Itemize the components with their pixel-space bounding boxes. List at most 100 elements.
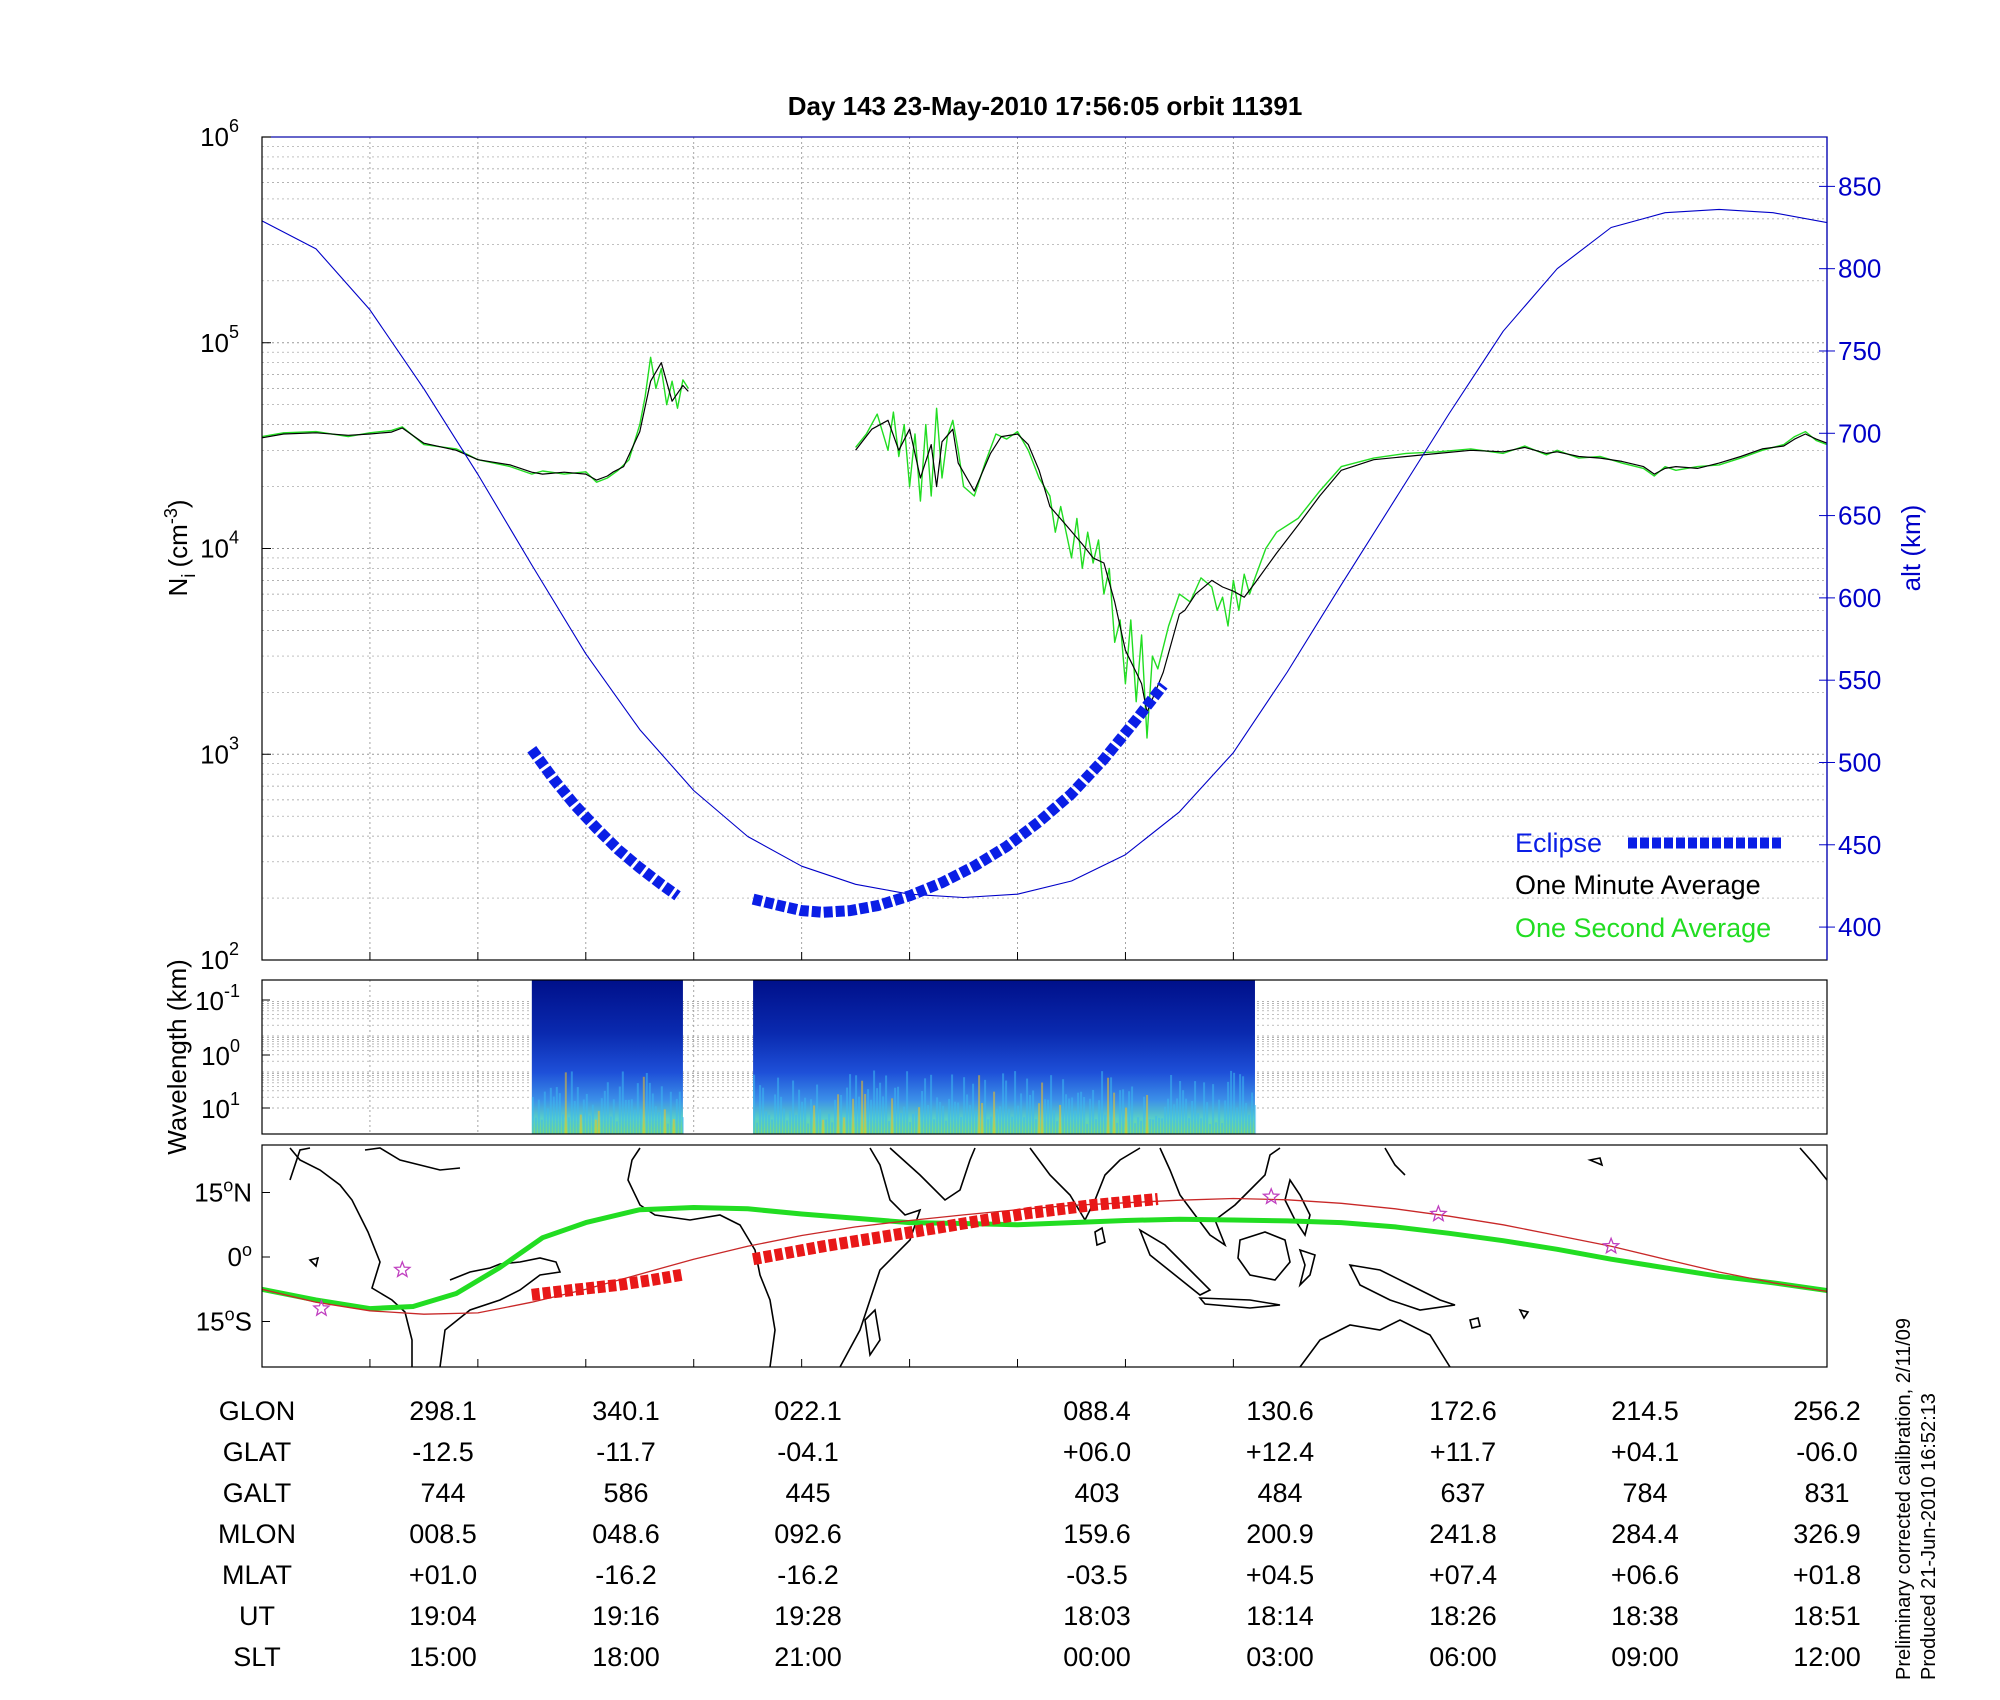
spectrogram-column	[1134, 1123, 1137, 1134]
legend-eclipse-label: Eclipse	[1515, 828, 1602, 858]
spectrogram-column	[888, 1121, 891, 1134]
legend: Eclipse One Minute Average One Second Av…	[1515, 828, 1782, 943]
spectrogram-column	[1005, 1080, 1008, 1134]
spectrogram-column	[648, 1082, 651, 1134]
spectrogram-column	[831, 1122, 834, 1134]
table-cell: +01.0	[409, 1560, 477, 1590]
table-cell: +04.5	[1246, 1560, 1314, 1590]
table-cell: +06.6	[1611, 1560, 1679, 1590]
spectrogram-column	[585, 1093, 588, 1134]
spectrogram-column	[672, 1119, 675, 1134]
spectrogram-column	[633, 1109, 636, 1134]
spectrogram-column	[981, 1102, 984, 1134]
alt-axis-label: alt (km)	[1896, 505, 1926, 592]
spectrogram-column	[1224, 1100, 1227, 1134]
spectrogram-column	[1155, 1115, 1158, 1134]
spectrogram-column	[1092, 1089, 1095, 1134]
wavelength-tick-exponent: 1	[230, 1089, 240, 1109]
spectrogram-column	[657, 1112, 660, 1134]
spectrogram-column	[870, 1099, 873, 1134]
spectrogram-column	[960, 1117, 963, 1134]
spectrogram-column	[675, 1098, 678, 1134]
ni-label-unit-close: )	[163, 499, 193, 508]
lat-tick-value: 15	[194, 1178, 223, 1208]
spectrogram-column	[933, 1119, 936, 1134]
alt-tick-label: 800	[1838, 254, 1881, 284]
table-cell: +11.7	[1430, 1437, 1496, 1467]
table-cell: +06.0	[1063, 1437, 1131, 1467]
ni-axis-label: Ni (cm-3)	[161, 499, 200, 596]
spectrogram-column	[1068, 1098, 1071, 1134]
india-coast	[1029, 1147, 1141, 1222]
southeast-asia-coast	[1159, 1147, 1281, 1248]
lat-tick-label: 15oS	[196, 1305, 252, 1337]
spectrogram-column	[1110, 1077, 1113, 1134]
table-cell: 18:00	[592, 1642, 660, 1672]
sri-lanka	[1094, 1226, 1106, 1247]
ni-tick-label: 103	[200, 733, 239, 769]
spectrogram-column	[945, 1120, 948, 1134]
ion-density-series	[262, 208, 1827, 918]
eclipse-track-segment	[531, 1268, 684, 1301]
ni-tick-exponent: 5	[229, 322, 239, 342]
spectrogram-column	[1128, 1091, 1131, 1134]
spectrogram-column	[639, 1109, 642, 1134]
spectrogram-column	[1167, 1098, 1170, 1134]
spectrogram-column	[846, 1087, 849, 1134]
ni-tick-exponent: 3	[229, 733, 239, 753]
spectrogram-column	[669, 1091, 672, 1134]
ni-label-unit: (cm	[163, 524, 193, 567]
spectrogram-column	[828, 1113, 831, 1134]
spectrogram-column	[906, 1071, 909, 1134]
table-row-label: MLAT	[222, 1560, 292, 1590]
alt-tick-label: 450	[1838, 830, 1881, 860]
lat-tick-value: 0	[228, 1242, 242, 1272]
spectrogram-column	[1038, 1103, 1041, 1134]
spectrogram-grid	[261, 980, 1827, 1134]
table-cell: -16.2	[777, 1560, 839, 1590]
spectrogram-column	[1050, 1075, 1053, 1134]
map-plot-area	[262, 1147, 1827, 1367]
wavelength-tick-label: 100	[201, 1036, 240, 1071]
spectrogram-column	[957, 1102, 960, 1134]
spectrogram-column	[612, 1099, 615, 1134]
africa-west-coast	[627, 1147, 776, 1367]
spectrogram-column	[1041, 1082, 1044, 1134]
spectrogram-column	[1197, 1112, 1200, 1134]
lat-tick-label: 0o	[228, 1240, 252, 1272]
spectrogram-column	[840, 1094, 843, 1134]
position-star-marker	[1429, 1204, 1448, 1222]
spectrogram-column	[552, 1096, 555, 1134]
table-cell: 241.8	[1429, 1519, 1497, 1549]
south-america-north-coast	[439, 1257, 562, 1367]
table-cell: +12.4	[1246, 1437, 1314, 1467]
spectrogram-column	[681, 1117, 684, 1134]
spectrogram-column	[1098, 1100, 1101, 1134]
spectrogram-column	[990, 1116, 993, 1134]
wavelength-axis-label: Wavelength (km)	[162, 959, 192, 1155]
wavelength-tick-base: 10	[201, 1094, 230, 1124]
spectrogram-column	[951, 1074, 954, 1134]
series-alt-km-	[262, 208, 1827, 899]
spectrogram-column	[1251, 1092, 1254, 1134]
spectrogram-column	[792, 1080, 795, 1134]
spectrogram-column	[1089, 1098, 1092, 1134]
spectrogram-column	[630, 1099, 633, 1134]
spectrogram-column	[966, 1094, 969, 1134]
spectrogram-column	[753, 1074, 756, 1134]
spectrogram-column	[627, 1099, 630, 1134]
island-c	[1587, 1157, 1604, 1167]
spectrogram-column	[765, 1111, 768, 1134]
spectrogram-column	[1020, 1093, 1023, 1134]
table-cell: 092.6	[774, 1519, 842, 1549]
spectrogram-column	[1188, 1118, 1191, 1134]
ni-tick-base: 10	[200, 945, 229, 975]
spectrogram-column	[543, 1091, 546, 1134]
alt-tick-label: 500	[1838, 747, 1881, 777]
spectrogram-column	[654, 1106, 657, 1134]
spectrogram-column	[996, 1108, 999, 1134]
spectrogram-column	[1164, 1106, 1167, 1134]
series-one-second-average	[855, 407, 1827, 739]
